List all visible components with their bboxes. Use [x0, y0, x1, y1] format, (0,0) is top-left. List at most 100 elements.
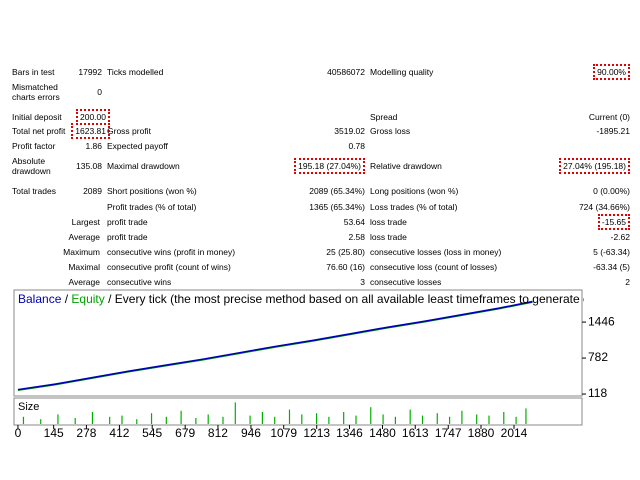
size-bar	[91, 412, 94, 424]
report-label: Short positions (won %)	[107, 186, 197, 196]
x-tick-label: 946	[241, 426, 261, 440]
chart-title-text: / Every tick (the most precise method ba…	[108, 292, 640, 306]
report-label: Spread	[370, 112, 398, 122]
report-value: 40586072	[327, 67, 365, 77]
report-value: 17992	[78, 67, 102, 77]
x-tick-label: 278	[76, 426, 96, 440]
chart-title: Balance / Equity / Every tick (the most …	[18, 292, 640, 306]
size-bar	[22, 416, 25, 424]
y-tick-label: 1446	[588, 314, 615, 328]
report-value: 90.00%	[593, 64, 630, 80]
size-bar	[57, 414, 59, 424]
size-bar	[274, 416, 276, 424]
report-value: -15.65	[597, 214, 630, 230]
size-bar	[40, 419, 42, 424]
report-label: consecutive losses (loss in money)	[370, 247, 502, 257]
size-bar	[515, 416, 517, 424]
report-value: 27.04% (195.18)	[559, 158, 630, 174]
y-tick-label: 118	[588, 386, 607, 400]
report-label: consecutive profit (count of wins)	[107, 262, 231, 272]
report-value: 5 (-63.34)	[593, 247, 630, 257]
report-label: Largest	[71, 217, 100, 227]
size-bar	[261, 412, 263, 424]
x-tick-label: 1346	[336, 426, 363, 440]
x-tick-label: 1213	[303, 426, 330, 440]
report-value: 2089	[83, 186, 102, 196]
size-bar	[382, 414, 384, 424]
size-bar	[150, 413, 153, 424]
size-bar	[234, 402, 236, 424]
report-value: 76.60 (16)	[326, 262, 365, 272]
report-value: 1.86	[85, 141, 102, 151]
size-bar	[448, 416, 451, 424]
report-label: Average	[68, 277, 100, 287]
size-bar	[315, 413, 318, 424]
report-value: 724 (34.66%)	[578, 202, 630, 212]
size-bar	[488, 415, 490, 424]
size-bar	[476, 414, 478, 424]
report-value: 0 (0.00%)	[593, 186, 630, 196]
report-value: 0	[97, 87, 102, 97]
size-bar	[222, 416, 224, 424]
size-bar	[503, 412, 505, 424]
report-value: 2089 (65.34%)	[309, 186, 365, 196]
report-label: Ticks modelled	[107, 67, 164, 77]
report-value: -1895.21	[596, 126, 630, 136]
size-bar	[136, 419, 138, 424]
size-bar	[394, 416, 397, 424]
report-value: 1623.81	[71, 123, 110, 139]
x-tick-label: 545	[142, 426, 162, 440]
x-tick-label: 1880	[468, 426, 495, 440]
size-frame	[13, 397, 583, 426]
x-tick-label: 412	[109, 426, 129, 440]
report-label: profit trade	[107, 217, 148, 227]
size-bar	[343, 412, 345, 424]
report-label: Maximum	[63, 247, 100, 257]
report-value: 0.78	[348, 141, 365, 151]
report-value: 135.08	[76, 161, 102, 171]
report-label: Total net profit	[12, 126, 66, 136]
report-label: Total trades	[12, 186, 56, 196]
size-bar	[461, 410, 463, 424]
report-value: Current (0)	[588, 112, 630, 122]
report-value: -2.62	[610, 232, 630, 242]
report-value: 3	[360, 277, 365, 287]
x-tick-label: 679	[175, 426, 195, 440]
legend-entry: Balance	[18, 292, 62, 306]
report-value: 3519.02	[334, 126, 365, 136]
size-bar	[165, 416, 167, 424]
size-bar	[370, 407, 372, 424]
x-tick-label: 1480	[369, 426, 396, 440]
size-bar	[525, 408, 527, 424]
size-bar	[288, 409, 291, 424]
size-label: Size	[18, 401, 39, 413]
x-tick-label: 1747	[435, 426, 462, 440]
report-label: Absolute drawdown	[12, 156, 51, 176]
line	[17, 300, 533, 391]
size-bar	[409, 409, 411, 424]
report-value: 1365 (65.34%)	[309, 202, 365, 212]
x-tick-label: 812	[208, 426, 228, 440]
report-label: Gross loss	[370, 126, 411, 136]
report-label: Average	[68, 232, 100, 242]
x-tick-label: 2014	[501, 426, 528, 440]
report-label: Mismatched charts errors	[12, 82, 60, 102]
legend-separator: /	[65, 292, 69, 306]
size-bar	[207, 414, 209, 424]
report-label: consecutive loss (count of losses)	[370, 262, 498, 272]
report-value: 53.64	[343, 217, 365, 227]
report-value: 25 (25.80)	[326, 247, 365, 257]
size-bar	[249, 415, 251, 424]
report-label: Long positions (won %)	[370, 186, 459, 196]
size-bar	[74, 418, 76, 424]
report-label: loss trade	[370, 232, 407, 242]
size-bar	[421, 415, 424, 424]
report-label: Expected payoff	[107, 141, 168, 151]
report-label: consecutive wins	[107, 277, 172, 287]
report-value: 2.58	[348, 232, 365, 242]
legend-entry: Equity	[71, 292, 104, 306]
y-tick-label: 782	[588, 350, 608, 364]
report-label: Profit factor	[12, 141, 56, 151]
